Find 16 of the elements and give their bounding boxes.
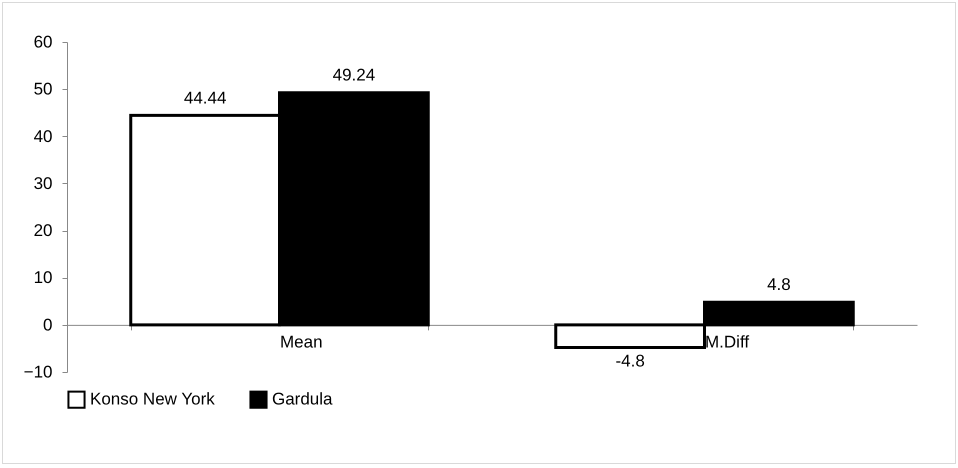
y-tick-label: 0 [43,315,52,334]
y-tick-label: −10 [24,362,52,382]
y-tick-label: 40 [34,126,52,146]
y-tick-label: 10 [34,268,52,288]
x-tick-label: M.Diff [705,332,750,352]
data-label: 49.24 [332,66,376,85]
x-tick-label: Mean [280,332,323,352]
legend-label: Gardula [272,390,334,409]
legend-label: Konso New York [90,390,216,409]
y-tick-label: 20 [34,221,52,240]
y-tick-label: 60 [34,32,52,52]
data-label: 4.8 [767,275,791,294]
y-tick-label: 30 [34,174,52,193]
data-label: -4.8 [615,351,645,370]
data-label: 44.44 [184,88,226,108]
y-tick-label: 50 [34,80,52,99]
